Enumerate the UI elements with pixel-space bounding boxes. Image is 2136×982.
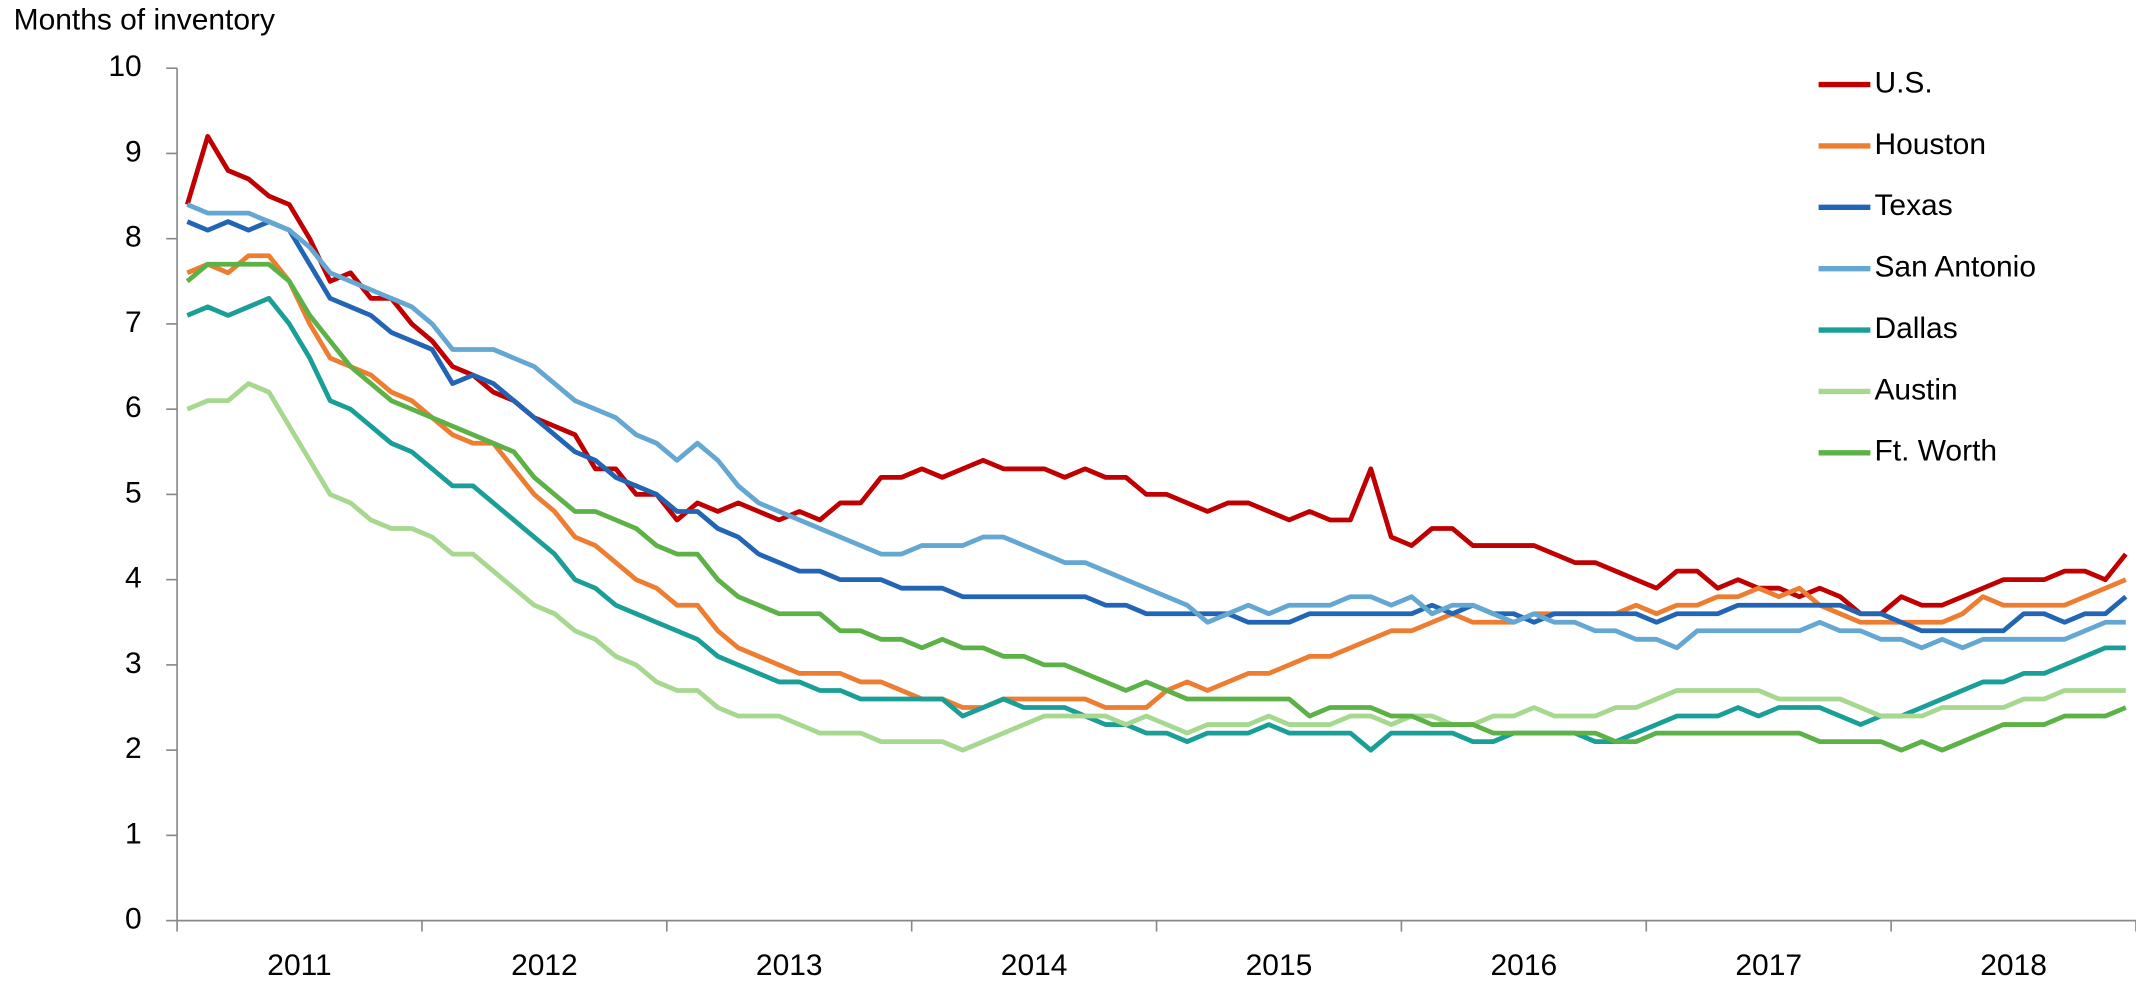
series-line [186, 253, 2127, 710]
x-tick-label: 2011 [267, 949, 331, 982]
x-tick-label: 2015 [1246, 949, 1313, 982]
series-line [186, 219, 2128, 634]
x-tick-label: 2014 [1001, 949, 1068, 982]
y-tick-label: 1 [125, 817, 142, 850]
x-tick-label: 2017 [1735, 949, 1802, 982]
legend-label: Ft. Worth [1874, 435, 1997, 468]
legend-label: Dallas [1874, 312, 1957, 345]
legend-label: Texas [1874, 189, 1952, 222]
y-tick-label: 5 [125, 476, 142, 509]
y-tick-label: 2 [125, 732, 142, 765]
y-tick-label: 10 [108, 50, 141, 83]
y-tick-label: 9 [125, 135, 142, 168]
y-tick-label: 6 [125, 391, 142, 424]
series-line [186, 381, 2126, 753]
y-axis-label: Months of inventory [14, 4, 275, 37]
y-tick-label: 3 [125, 647, 142, 680]
y-tick-label: 8 [125, 221, 142, 254]
legend-label: U.S. [1874, 66, 1932, 99]
x-tick-label: 2013 [756, 949, 823, 982]
y-tick-label: 7 [125, 306, 142, 339]
y-tick-label: 4 [125, 562, 142, 595]
series-line [186, 202, 2126, 651]
series-line [186, 295, 2126, 753]
legend-label: Houston [1874, 128, 1986, 161]
y-tick-label: 0 [125, 903, 142, 936]
x-tick-label: 2016 [1491, 949, 1558, 982]
legend-label: San Antonio [1874, 251, 2036, 284]
x-tick-label: 2012 [511, 949, 578, 982]
series-line [185, 261, 2127, 753]
x-tick-label: 2018 [1980, 949, 2047, 982]
legend-label: Austin [1874, 373, 1957, 406]
